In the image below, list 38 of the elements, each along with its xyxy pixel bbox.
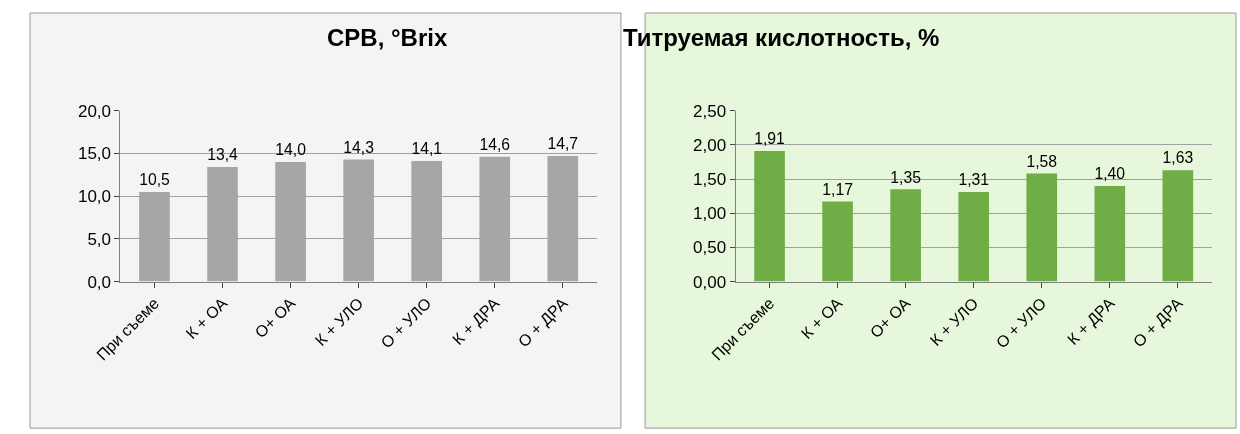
data-label: 14,6	[479, 136, 511, 154]
y-tick-label: 15,0	[77, 144, 112, 164]
x-tick-label: К + ОА	[182, 294, 231, 343]
data-label: 1,35	[890, 168, 922, 186]
bar	[1026, 173, 1058, 282]
data-label: 1,91	[754, 130, 785, 148]
y-tick-label: 0,50	[693, 238, 727, 258]
y-tick-label: 20,0	[77, 101, 112, 121]
data-label: 1,31	[958, 171, 989, 189]
data-label: 14,3	[343, 138, 375, 156]
data-label: 13,4	[207, 146, 239, 164]
bar	[1094, 185, 1126, 282]
data-label: 1,17	[822, 180, 853, 198]
data-label: 1,40	[1094, 165, 1126, 183]
data-label: 1,63	[1162, 149, 1194, 167]
chart-title: Титруемая кислотность, %	[623, 24, 940, 51]
x-tick-label: К + ОА	[797, 294, 846, 343]
data-label: 14,7	[547, 135, 579, 153]
data-label: 1,58	[1026, 152, 1058, 170]
y-tick-label: 2,00	[693, 135, 727, 155]
data-label: 10,5	[139, 171, 171, 189]
y-tick-label: 0,0	[87, 272, 112, 292]
chart-title: СРВ, °Brix	[327, 24, 448, 51]
y-tick-label: 1,50	[693, 170, 727, 190]
x-tick-label: О+ ОА	[866, 294, 914, 342]
bar	[754, 151, 785, 282]
bar	[958, 192, 990, 282]
bar	[822, 201, 853, 282]
data-label: 14,1	[411, 140, 442, 158]
y-tick-label: 10,0	[77, 187, 112, 207]
data-label: 14,0	[275, 141, 307, 159]
y-tick-label: 1,00	[693, 204, 727, 224]
y-tick-label: 5,0	[87, 229, 112, 249]
bar	[1162, 170, 1194, 282]
y-tick-label: 0,00	[693, 272, 727, 292]
y-tick-label: 2,50	[693, 101, 727, 121]
bar	[890, 189, 921, 282]
x-tick-label: О+ ОА	[251, 294, 299, 342]
